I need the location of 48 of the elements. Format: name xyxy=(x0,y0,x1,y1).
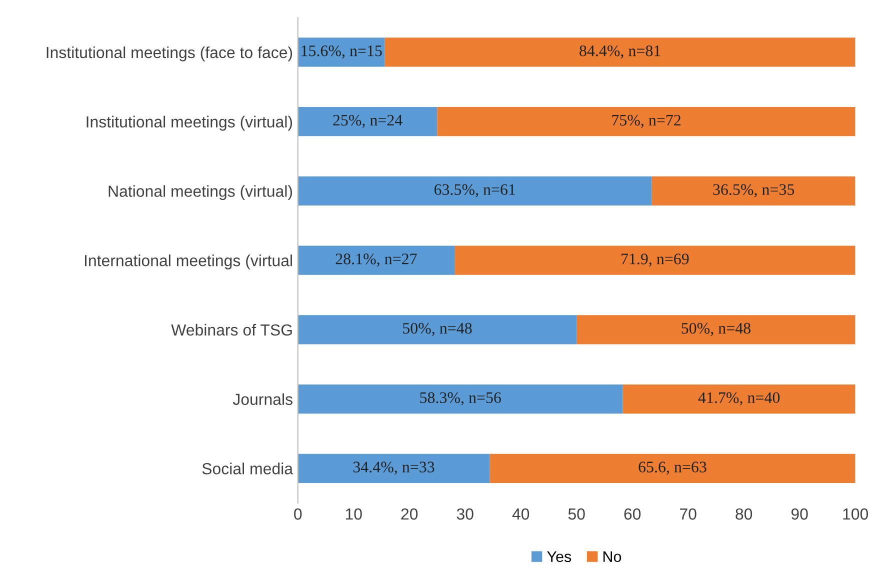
bar xyxy=(576,315,856,344)
bar xyxy=(622,384,856,414)
x-tick-label: 80 xyxy=(736,508,752,520)
bar xyxy=(298,454,490,483)
y-tick-label: Social media xyxy=(202,462,294,474)
x-tick-label: 40 xyxy=(512,508,530,520)
data-label: 25%, n=24 xyxy=(333,114,402,128)
y-tick-label: International meetings (virtual xyxy=(84,254,292,270)
data-label: 50%, n=48 xyxy=(403,322,472,336)
bar xyxy=(384,38,856,67)
bar xyxy=(490,454,856,483)
x-tick-label: 70 xyxy=(680,508,696,520)
bar xyxy=(298,384,623,414)
x-tick-label: 0 xyxy=(294,508,302,520)
data-label: 41.7%, n=40 xyxy=(698,392,780,406)
data-label: 58.3%, n=56 xyxy=(420,392,502,406)
y-tick-label: Institutional meetings (face to face) xyxy=(46,46,292,62)
bar xyxy=(298,107,438,136)
data-label: 50%, n=48 xyxy=(682,322,750,336)
bar xyxy=(298,176,652,206)
bar xyxy=(652,176,856,206)
data-label: 71.9, n=69 xyxy=(622,254,689,267)
y-tick-label: Institutional meetings (virtual) xyxy=(86,116,292,131)
data-label: 75%, n=72 xyxy=(612,114,681,128)
data-label: 84.4%, n=81 xyxy=(580,45,660,59)
y-tick-label: Webinars of TSG xyxy=(171,324,292,336)
y-tick-label: Journals xyxy=(232,393,292,405)
x-tick-label: 90 xyxy=(791,508,808,520)
x-tick-label: 100 xyxy=(843,508,868,520)
y-tick-label: National meetings (virtual) xyxy=(108,185,292,200)
data-label: 36.5%, n=35 xyxy=(713,184,794,198)
data-label: 28.1%, n=27 xyxy=(336,254,417,267)
data-label: 15.6%, n=15 xyxy=(302,45,382,59)
x-tick-label: 30 xyxy=(456,508,474,520)
bar xyxy=(454,246,856,275)
legend-label: No xyxy=(603,551,622,562)
bar xyxy=(298,38,385,67)
bar xyxy=(437,107,856,136)
bar xyxy=(298,315,577,344)
x-tick-label: 60 xyxy=(624,508,641,520)
legend-label: Yes xyxy=(547,551,572,562)
x-tick-label: 10 xyxy=(346,508,362,520)
bar xyxy=(298,246,455,275)
data-label: 34.4%, n=33 xyxy=(353,462,434,475)
x-tick-label: 20 xyxy=(401,508,418,520)
data-label: 65.6, n=63 xyxy=(638,462,706,475)
data-label: 63.5%, n=61 xyxy=(434,184,516,198)
x-tick-label: 50 xyxy=(568,508,585,520)
